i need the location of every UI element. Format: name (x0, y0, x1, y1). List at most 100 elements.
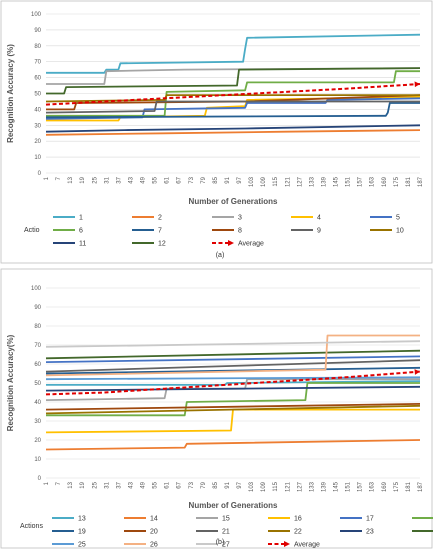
x-tick-label-a-175: 175 (394, 176, 400, 187)
x-tick-label-b-37: 37 (116, 481, 122, 488)
x-tick-label-b-79: 79 (201, 481, 207, 488)
legend-label-10: 10 (396, 228, 404, 235)
legend-label-6: 6 (79, 228, 83, 235)
x-tick-label-b-133: 133 (309, 481, 315, 492)
x-tick-label-a-157: 157 (358, 176, 364, 187)
y-tick-label-b-100: 100 (31, 286, 42, 292)
x-tick-label-a-145: 145 (334, 176, 340, 187)
y-tick-label-b-0: 0 (38, 476, 42, 482)
legend-label-25: 25 (78, 542, 86, 549)
legend-label-13: 13 (78, 516, 86, 523)
x-tick-label-a-139: 139 (321, 176, 327, 187)
legend-label-14: 14 (150, 516, 158, 523)
x-tick-label-a-133: 133 (309, 176, 315, 187)
y-tick-label-b-70: 70 (34, 343, 41, 349)
series-line-22 (45, 404, 421, 415)
y-tick-label-a-50: 50 (34, 92, 41, 98)
legend-label-15: 15 (222, 516, 230, 523)
x-tick-label-b-163: 163 (370, 481, 376, 492)
x-tick-label-a-31: 31 (104, 176, 110, 183)
series-line-6 (46, 70, 420, 117)
legend-label-7: 7 (158, 228, 162, 235)
x-tick-label-b-157: 157 (358, 481, 364, 492)
x-tick-label-b-61: 61 (165, 481, 171, 488)
series-line-20 (45, 403, 421, 411)
x-tick-label-a-91: 91 (225, 176, 231, 183)
legend-label-11: 11 (79, 241, 86, 248)
series-line-14 (45, 439, 421, 451)
series-line-1 (46, 33, 421, 74)
x-tick-label-a-103: 103 (249, 176, 255, 187)
x-tick-label-b-187: 187 (418, 481, 424, 492)
x-tick-label-a-163: 163 (370, 176, 376, 187)
series-line-13 (46, 380, 421, 386)
y-tick-label-a-30: 30 (34, 123, 41, 129)
x-tick-label-b-181: 181 (406, 481, 412, 492)
legend-label-4: 4 (317, 215, 321, 222)
y-tick-label-a-20: 20 (34, 139, 41, 145)
x-tick-label-a-13: 13 (68, 176, 74, 183)
y-axis-title-b: Recognition Accuracy(%) (6, 334, 15, 431)
y-tick-label-b-20: 20 (34, 438, 41, 444)
x-tick-label-a-151: 151 (346, 176, 352, 187)
y-tick-label-a-90: 90 (34, 28, 41, 34)
legend-label-12: 12 (158, 241, 166, 248)
panel-b-frame (0, 268, 433, 549)
legend-arrow-icon-b (284, 541, 290, 547)
series-line-26 (45, 334, 420, 377)
average-line-a (45, 83, 421, 106)
series-line-2 (45, 129, 421, 136)
series-line-17 (45, 355, 421, 363)
x-tick-label-b-1: 1 (44, 481, 50, 485)
series-line-7 (45, 102, 420, 119)
y-tick-label-b-30: 30 (34, 419, 41, 425)
legend-label-22: 22 (294, 529, 302, 536)
average-arrowhead-b (414, 369, 420, 375)
y-tick-label-a-60: 60 (34, 76, 41, 82)
y-tick-label-a-80: 80 (34, 44, 41, 50)
legend-arrow-icon-a (228, 240, 234, 246)
legend-label-19: 19 (78, 529, 86, 536)
series-line-19 (45, 366, 421, 375)
series-line-9 (45, 100, 420, 114)
x-axis-title-a: Number of Generations (189, 197, 278, 206)
series-line-8 (46, 94, 421, 111)
series-line-24 (45, 349, 421, 360)
x-tick-label-b-109: 109 (261, 481, 267, 492)
x-tick-label-a-127: 127 (297, 176, 303, 187)
x-axis-title-b: Number of Generations (189, 501, 278, 510)
x-tick-label-a-61: 61 (165, 176, 171, 183)
x-tick-label-a-19: 19 (80, 176, 86, 183)
y-tick-label-b-50: 50 (34, 381, 41, 387)
x-tick-label-b-85: 85 (213, 481, 219, 488)
series-line-11 (45, 124, 421, 133)
legend-label-average-a: Average (238, 241, 264, 248)
x-tick-label-b-91: 91 (225, 481, 231, 488)
y-axis-title-a: Recognition Accuracy (%) (6, 44, 15, 143)
x-tick-label-b-55: 55 (153, 481, 159, 488)
x-tick-label-a-97: 97 (237, 176, 243, 183)
y-tick-label-b-40: 40 (34, 400, 41, 406)
legend-label-26: 26 (150, 542, 158, 549)
y-tick-label-a-40: 40 (34, 107, 41, 113)
x-tick-label-a-37: 37 (116, 176, 122, 183)
x-tick-label-b-31: 31 (104, 481, 110, 488)
legend-title-a: Actio (24, 227, 40, 234)
legend-label-1: 1 (79, 215, 83, 222)
x-tick-label-b-121: 121 (285, 481, 291, 492)
x-tick-label-b-127: 127 (297, 481, 303, 492)
y-tick-label-a-70: 70 (34, 60, 41, 66)
legend-label-8: 8 (238, 228, 242, 235)
x-tick-label-a-79: 79 (201, 176, 207, 183)
legend-label-5: 5 (396, 215, 400, 222)
x-tick-label-b-139: 139 (321, 481, 327, 492)
x-tick-label-b-7: 7 (56, 481, 62, 485)
series-line-25 (45, 376, 421, 381)
x-tick-label-a-7: 7 (56, 176, 62, 180)
x-tick-label-a-115: 115 (273, 176, 279, 186)
x-tick-label-a-25: 25 (92, 176, 98, 183)
